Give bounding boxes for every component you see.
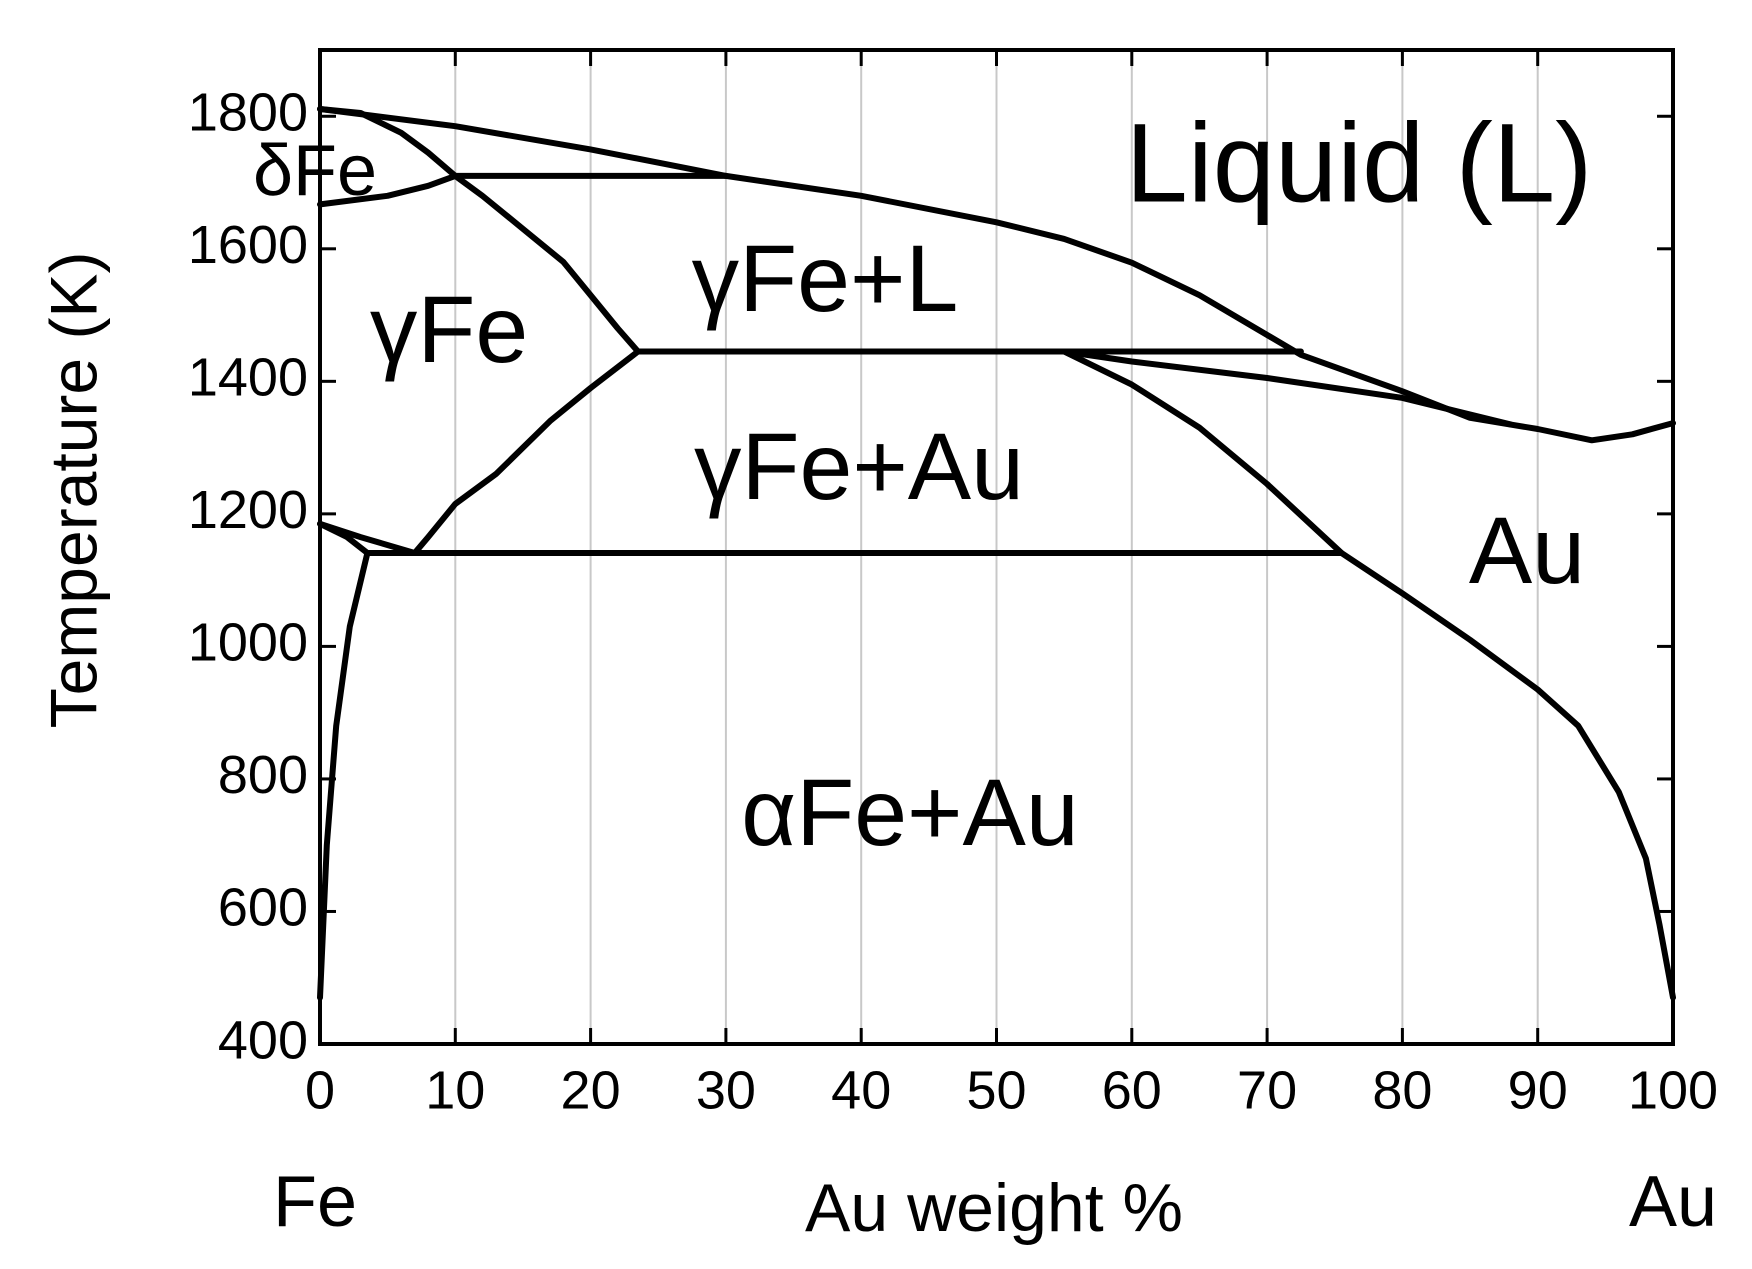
y-axis-label: Temperature (K) [36, 252, 110, 729]
x-tick-label: 30 [696, 1060, 756, 1120]
phase-boundary [317, 172, 459, 208]
phase-boundary [1061, 348, 1676, 1001]
x-tick-label: 90 [1508, 1060, 1568, 1120]
plot-frame [318, 48, 1675, 1046]
y-tick-label: 1600 [188, 215, 308, 275]
annotation: γFe+L [692, 226, 959, 332]
phase-boundary [317, 520, 371, 556]
y-tick-label: 600 [218, 878, 308, 938]
y-tick-label: 1200 [188, 480, 308, 540]
annotation: Liquid (L) [1126, 101, 1593, 226]
y-tick-label: 1800 [188, 83, 308, 143]
y-tick-label: 800 [218, 745, 308, 805]
phase-boundary [317, 550, 371, 1001]
annotation: Au [1469, 498, 1585, 604]
x-tick-label: 40 [831, 1060, 891, 1120]
phase-boundary [317, 106, 1676, 444]
x-axis-label: Au weight % [805, 1170, 1183, 1246]
y-tick-label: 400 [218, 1010, 308, 1070]
x-tick-label: 80 [1372, 1060, 1432, 1120]
annotation: Au [1629, 1162, 1717, 1242]
x-tick-label: 20 [561, 1060, 621, 1120]
annotation: γFe [370, 277, 528, 383]
x-tick-label: 0 [305, 1060, 335, 1120]
phase-boundary [411, 348, 641, 556]
x-tick-label: 100 [1628, 1060, 1718, 1120]
y-tick-label: 1000 [188, 613, 308, 673]
phase-boundary [1061, 348, 1514, 428]
y-tick-label: 1400 [188, 348, 308, 408]
annotation: γFe+Au [694, 414, 1024, 520]
annotation: Fe [273, 1162, 357, 1242]
x-tick-label: 60 [1102, 1060, 1162, 1120]
annotation: αFe+Au [741, 760, 1078, 866]
x-tick-label: 50 [966, 1060, 1026, 1120]
x-tick-label: 70 [1237, 1060, 1297, 1120]
x-tick-label: 10 [425, 1060, 485, 1120]
annotation: δFe [253, 131, 377, 211]
phase-boundary [317, 106, 641, 355]
